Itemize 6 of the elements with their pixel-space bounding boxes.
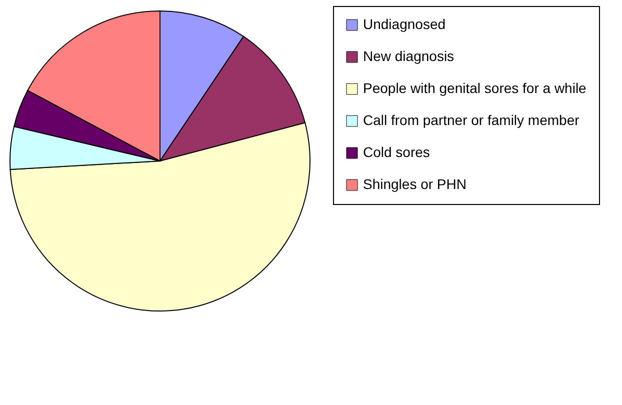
legend-label: Shingles or PHN xyxy=(363,176,466,192)
legend-label: People with genital sores for a while xyxy=(363,80,587,96)
legend-label: New diagnosis xyxy=(363,48,454,64)
legend-label: Cold sores xyxy=(363,144,430,160)
legend-label: Undiagnosed xyxy=(363,16,446,32)
legend-label: Call from partner or family member xyxy=(363,112,580,128)
